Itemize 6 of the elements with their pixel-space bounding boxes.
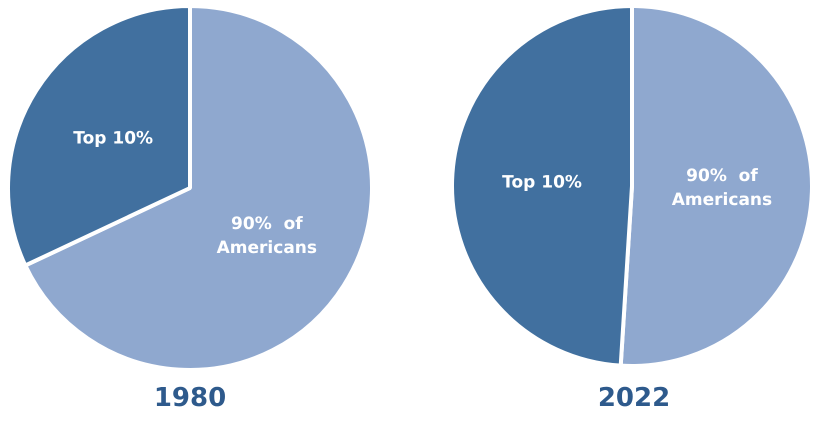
text: 2022 [596, 383, 672, 413]
slice-label: Top 10% [73, 128, 154, 149]
slice-label: Top 10% [502, 172, 582, 193]
slice-label: 90% of Americans [672, 166, 772, 210]
slice-label: 90% of Americans [216, 214, 318, 258]
text: 1980 [152, 383, 228, 413]
